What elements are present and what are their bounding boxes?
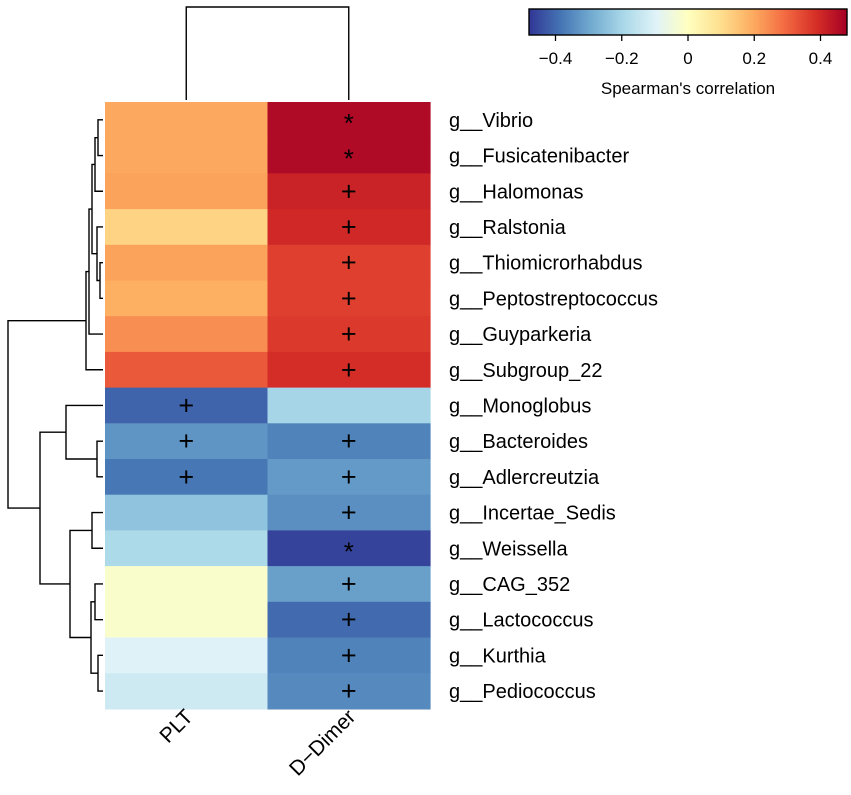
heatmap-cell <box>267 102 431 139</box>
significance-mark: + <box>341 462 357 492</box>
significance-mark: + <box>341 319 357 349</box>
heatmap-cell <box>105 280 269 317</box>
heatmap-cell <box>267 637 431 674</box>
row-label: g__Incertae_Sedis <box>449 503 616 525</box>
significance-mark: + <box>341 248 357 278</box>
colorbar-legend: −0.4 −0.2 0 0.2 0.4 Spearman's correlation <box>528 8 848 98</box>
colorbar-ticks: −0.4 −0.2 0 0.2 0.4 <box>539 35 833 68</box>
row-dendrogram-branch <box>97 654 103 692</box>
heatmap-cell <box>267 351 431 389</box>
heatmap-cell <box>267 530 431 567</box>
heatmap-cell <box>267 209 431 246</box>
heatmap-cell <box>105 173 269 210</box>
significance-mark: + <box>178 426 194 456</box>
heatmap-cells <box>105 102 431 710</box>
colorbar-tick-label: 0 <box>683 49 692 68</box>
colorbar-gradient <box>528 8 848 36</box>
row-dendrogram-branch <box>94 137 103 192</box>
heatmap-cell <box>105 244 269 282</box>
heatmap-cell <box>267 137 431 174</box>
significance-mark: + <box>341 212 357 242</box>
heatmap-cell <box>267 387 431 424</box>
significance-mark: + <box>341 569 357 599</box>
column-labels: PLT D−Dimer <box>155 705 360 780</box>
row-dendrogram <box>7 119 103 692</box>
heatmap-cell <box>267 601 431 639</box>
significance-mark: + <box>341 355 357 385</box>
row-dendrogram-branch <box>7 319 86 509</box>
row-label: g__Ralstonia <box>449 217 567 239</box>
heatmap-cell <box>267 673 431 710</box>
row-label: g__Bacteroides <box>449 431 588 453</box>
row-dendrogram-branch <box>94 583 103 621</box>
heatmap-cell <box>267 494 431 531</box>
heatmap-cell <box>267 316 431 353</box>
significance-mark: + <box>341 426 357 456</box>
heatmap-cell <box>105 637 269 674</box>
heatmap-cell <box>267 244 431 282</box>
heatmap-cell <box>105 209 269 246</box>
significance-mark: + <box>178 462 194 492</box>
heatmap-cell <box>105 423 269 460</box>
row-label: g__Vibrio <box>449 110 533 132</box>
heatmap-cell <box>267 459 431 496</box>
significance-mark: * <box>344 144 354 174</box>
heatmap-cell <box>105 566 269 603</box>
row-label: g__Subgroup_22 <box>449 360 602 382</box>
significance-mark: + <box>341 605 357 635</box>
heatmap-cell <box>267 423 431 460</box>
row-label: g__Halomonas <box>449 181 584 203</box>
row-dendrogram-branch <box>97 119 103 157</box>
row-label: g__Adlercreutzia <box>449 467 600 489</box>
significance-mark: + <box>341 676 357 706</box>
heatmap-cell <box>105 316 269 353</box>
significance-mark: + <box>341 283 357 313</box>
heatmap-cell <box>105 351 269 389</box>
colorbar-tick-label: −0.2 <box>605 49 639 68</box>
heatmap-cell <box>105 102 269 139</box>
row-label: g__Thiomicrorhabdus <box>449 253 642 275</box>
heatmap-cell <box>105 673 269 710</box>
column-dendrogram-branch <box>185 6 350 100</box>
row-dendrogram-branch <box>88 208 103 335</box>
significance-mark: * <box>344 536 354 566</box>
colorbar-title: Spearman's correlation <box>601 79 775 98</box>
heatmap-cell <box>105 459 269 496</box>
significance-mark: + <box>178 390 194 420</box>
heatmap-cell <box>267 280 431 317</box>
heatmap-cell <box>105 137 269 174</box>
row-label: g__Fusicatenibacter <box>449 146 629 168</box>
significance-mark: + <box>341 640 357 670</box>
row-label: g__Pediococcus <box>449 681 596 703</box>
row-label: g__Kurthia <box>449 645 547 667</box>
heatmap-cell <box>105 601 269 639</box>
row-dendrogram-branch <box>69 529 92 639</box>
row-labels: g__Vibrio g__Fusicatenibacter g__Halomonas… <box>449 110 658 703</box>
row-label: g__Lactococcus <box>449 610 594 632</box>
colorbar-tick-label: −0.4 <box>539 49 573 68</box>
heatmap-cell <box>267 566 431 603</box>
heatmap-cell <box>267 173 431 210</box>
row-label: g__Peptostreptococcus <box>449 288 658 310</box>
significance-mark: * <box>344 108 354 138</box>
column-label: D−Dimer <box>285 705 360 780</box>
column-label: PLT <box>155 705 198 748</box>
row-label: g__Weissella <box>449 538 568 560</box>
significance-mark: + <box>341 498 357 528</box>
row-dendrogram-branch <box>99 261 103 300</box>
colorbar-tick-label: 0.2 <box>742 49 766 68</box>
column-dendrogram <box>185 6 350 100</box>
heatmap-cell <box>105 387 269 424</box>
row-label: g__Monoglobus <box>449 395 591 417</box>
row-label: g__Guyparkeria <box>449 324 592 346</box>
row-dendrogram-branch <box>96 440 103 478</box>
colorbar-tick-label: 0.4 <box>809 49 833 68</box>
row-label: g__CAG_352 <box>449 574 570 596</box>
significance-mark: + <box>341 176 357 206</box>
heatmap-cell <box>105 494 269 531</box>
heatmap-cell <box>105 530 269 567</box>
row-dendrogram-branch <box>91 511 103 549</box>
significance-marks: **++++++++ ++ ++*++++ <box>178 108 356 706</box>
